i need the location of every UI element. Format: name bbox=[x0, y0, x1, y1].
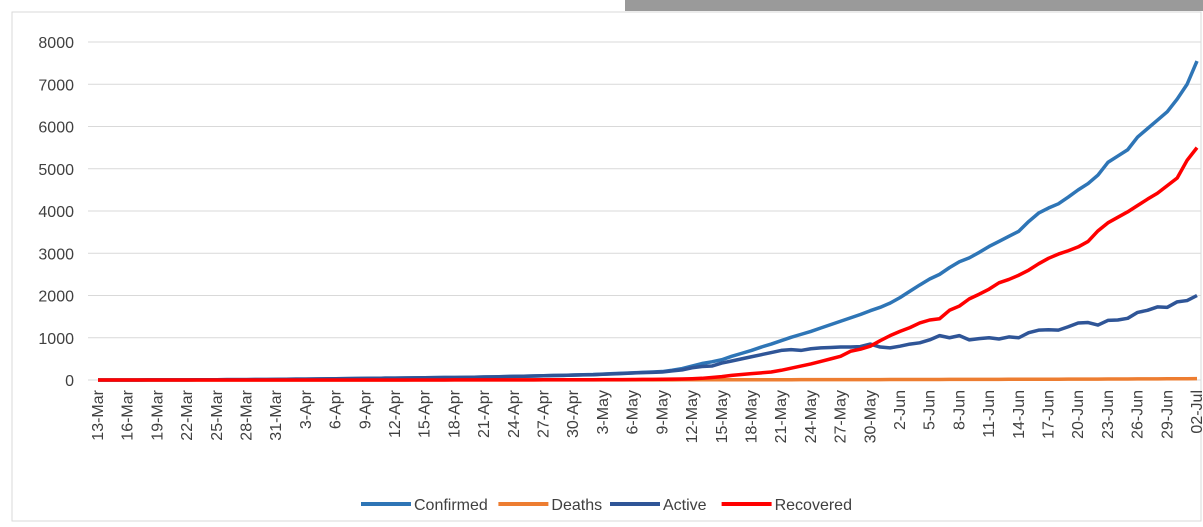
y-tick-label: 0 bbox=[65, 373, 74, 390]
x-tick-label: 30-May bbox=[862, 390, 879, 443]
y-tick-label: 4000 bbox=[38, 204, 74, 221]
y-tick-label: 3000 bbox=[38, 246, 74, 263]
legend-label: Deaths bbox=[551, 497, 602, 514]
x-tick-label: 6-Apr bbox=[328, 389, 345, 429]
x-tick-label: 31-Mar bbox=[268, 389, 285, 440]
x-tick-label: 9-May bbox=[654, 390, 671, 434]
x-tick-label: 27-May bbox=[833, 390, 850, 443]
x-tick-label: 3-May bbox=[595, 390, 612, 434]
x-tick-label: 13-Mar bbox=[90, 389, 107, 440]
x-tick-label: 3-Apr bbox=[298, 389, 315, 429]
page: {"chart_data": {"type": "line", "categor… bbox=[0, 0, 1203, 527]
x-tick-label: 29-Jun bbox=[1159, 390, 1176, 439]
x-tick-label: 16-Mar bbox=[120, 389, 137, 440]
x-tick-label: 17-Jun bbox=[1040, 390, 1057, 439]
legend-label: Active bbox=[663, 497, 707, 514]
x-tick-label: 11-Jun bbox=[981, 390, 998, 438]
x-tick-label: 12-Apr bbox=[387, 389, 404, 438]
x-tick-label: 22-Mar bbox=[179, 389, 196, 440]
x-tick-label: 28-Mar bbox=[239, 389, 256, 440]
x-tick-label: 8-Jun bbox=[951, 390, 968, 430]
x-tick-label: 21-May bbox=[773, 390, 790, 443]
x-tick-label: 24-May bbox=[803, 390, 820, 443]
x-tick-label: 12-May bbox=[684, 390, 701, 443]
x-tick-label: 19-Mar bbox=[149, 389, 166, 440]
photo-fragment bbox=[625, 0, 1203, 11]
x-tick-label: 21-Apr bbox=[476, 389, 493, 438]
x-tick-label: 02-Jul bbox=[1189, 390, 1203, 434]
y-tick-label: 8000 bbox=[38, 35, 74, 52]
x-tick-label: 5-Jun bbox=[922, 390, 939, 430]
x-tick-label: 6-May bbox=[625, 390, 642, 434]
x-tick-label: 18-May bbox=[743, 390, 760, 443]
x-tick-label: 14-Jun bbox=[1011, 390, 1028, 439]
legend-label: Recovered bbox=[775, 497, 852, 514]
chart: 0 1000 2000 3000 4000 5000 6000 7000 8000 13-Mar 1… bbox=[0, 0, 1203, 522]
y-tick-label: 7000 bbox=[38, 77, 74, 94]
x-tick-label: 25-Mar bbox=[209, 389, 226, 440]
x-tick-label: 15-May bbox=[714, 390, 731, 443]
legend-label: Confirmed bbox=[414, 497, 488, 514]
y-tick-label: 5000 bbox=[38, 162, 74, 179]
x-tick-label: 15-Apr bbox=[417, 389, 434, 438]
x-tick-label: 23-Jun bbox=[1100, 390, 1117, 439]
background bbox=[0, 0, 1203, 522]
y-tick-label: 6000 bbox=[38, 120, 74, 137]
x-tick-label: 2-Jun bbox=[892, 390, 909, 430]
x-tick-label: 18-Apr bbox=[446, 389, 463, 438]
x-tick-label: 20-Jun bbox=[1070, 390, 1087, 439]
x-tick-label: 9-Apr bbox=[357, 389, 374, 429]
x-tick-label: 26-Jun bbox=[1130, 390, 1147, 439]
x-tick-label: 30-Apr bbox=[565, 389, 582, 438]
y-tick-label: 1000 bbox=[38, 331, 74, 348]
y-tick-label: 2000 bbox=[38, 289, 74, 306]
x-tick-label: 24-Apr bbox=[506, 389, 523, 438]
x-tick-label: 27-Apr bbox=[536, 389, 553, 438]
